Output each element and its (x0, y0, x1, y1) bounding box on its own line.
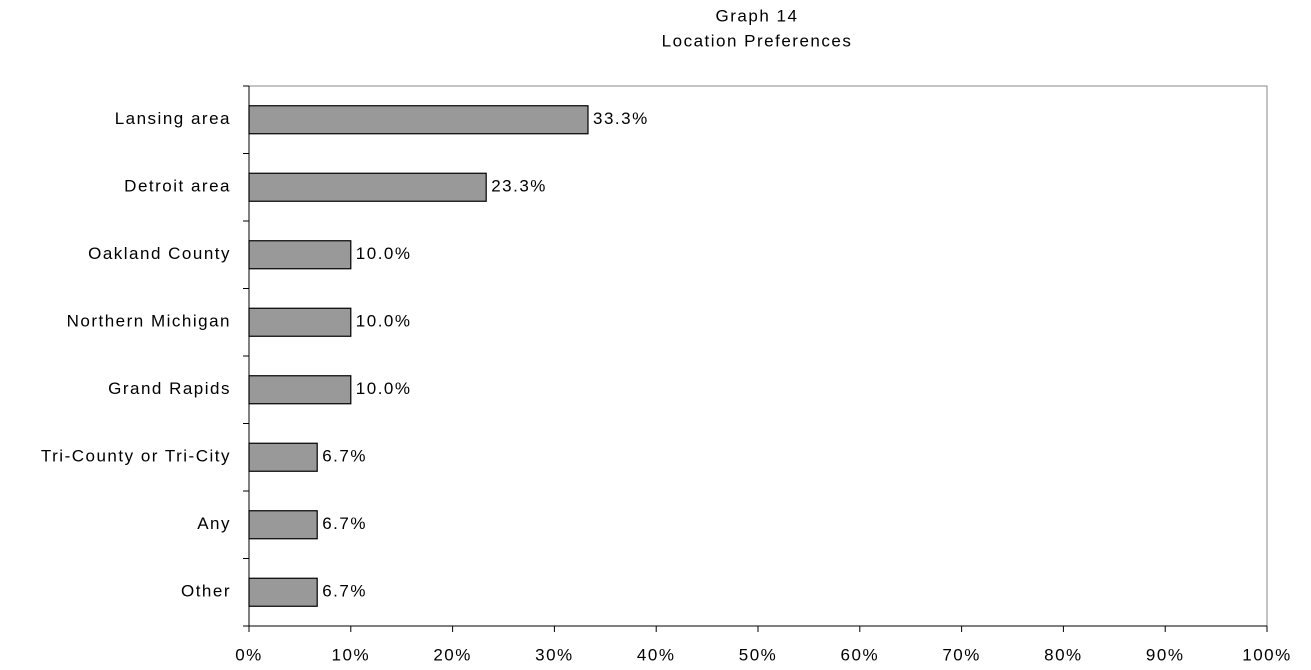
y-tick-label: Oakland County (88, 244, 231, 263)
y-tick-label: Other (181, 582, 231, 601)
x-tick-label: 50% (739, 645, 778, 664)
x-tick-label: 100% (1242, 645, 1291, 664)
y-tick-label: Lansing area (115, 109, 231, 128)
x-tick-label: 60% (841, 645, 880, 664)
chart-subtitle: Location Preferences (662, 31, 853, 50)
value-label: 33.3% (593, 109, 649, 128)
x-tick-label: 40% (637, 645, 676, 664)
y-tick-label: Grand Rapids (108, 379, 231, 398)
value-label: 6.7% (322, 447, 367, 466)
value-label: 6.7% (322, 582, 367, 601)
x-tick-label: 80% (1044, 645, 1083, 664)
y-tick-label: Any (197, 514, 231, 533)
bar (248, 240, 352, 270)
bar (248, 105, 589, 135)
chart-title: Graph 14 (716, 6, 799, 25)
value-label: 10.0% (356, 379, 412, 398)
bar (248, 307, 352, 337)
bar (248, 442, 318, 472)
y-tick-label: Tri-County or Tri-City (41, 447, 231, 466)
y-tick-label: Detroit area (124, 177, 231, 196)
bar (248, 510, 318, 540)
value-label: 10.0% (356, 244, 412, 263)
x-tick-label: 70% (942, 645, 981, 664)
x-tick-label: 20% (433, 645, 472, 664)
y-tick-label: Northern Michigan (67, 312, 231, 331)
x-tick-label: 90% (1146, 645, 1185, 664)
bar (248, 172, 487, 202)
bar (248, 577, 318, 607)
bar (248, 375, 352, 405)
x-tick-label: 10% (332, 645, 371, 664)
value-label: 10.0% (356, 312, 412, 331)
value-label: 23.3% (491, 177, 547, 196)
plot-frame (248, 85, 1268, 627)
x-tick-label: 30% (535, 645, 574, 664)
value-label: 6.7% (322, 514, 367, 533)
x-tick-label: 0% (235, 645, 263, 664)
